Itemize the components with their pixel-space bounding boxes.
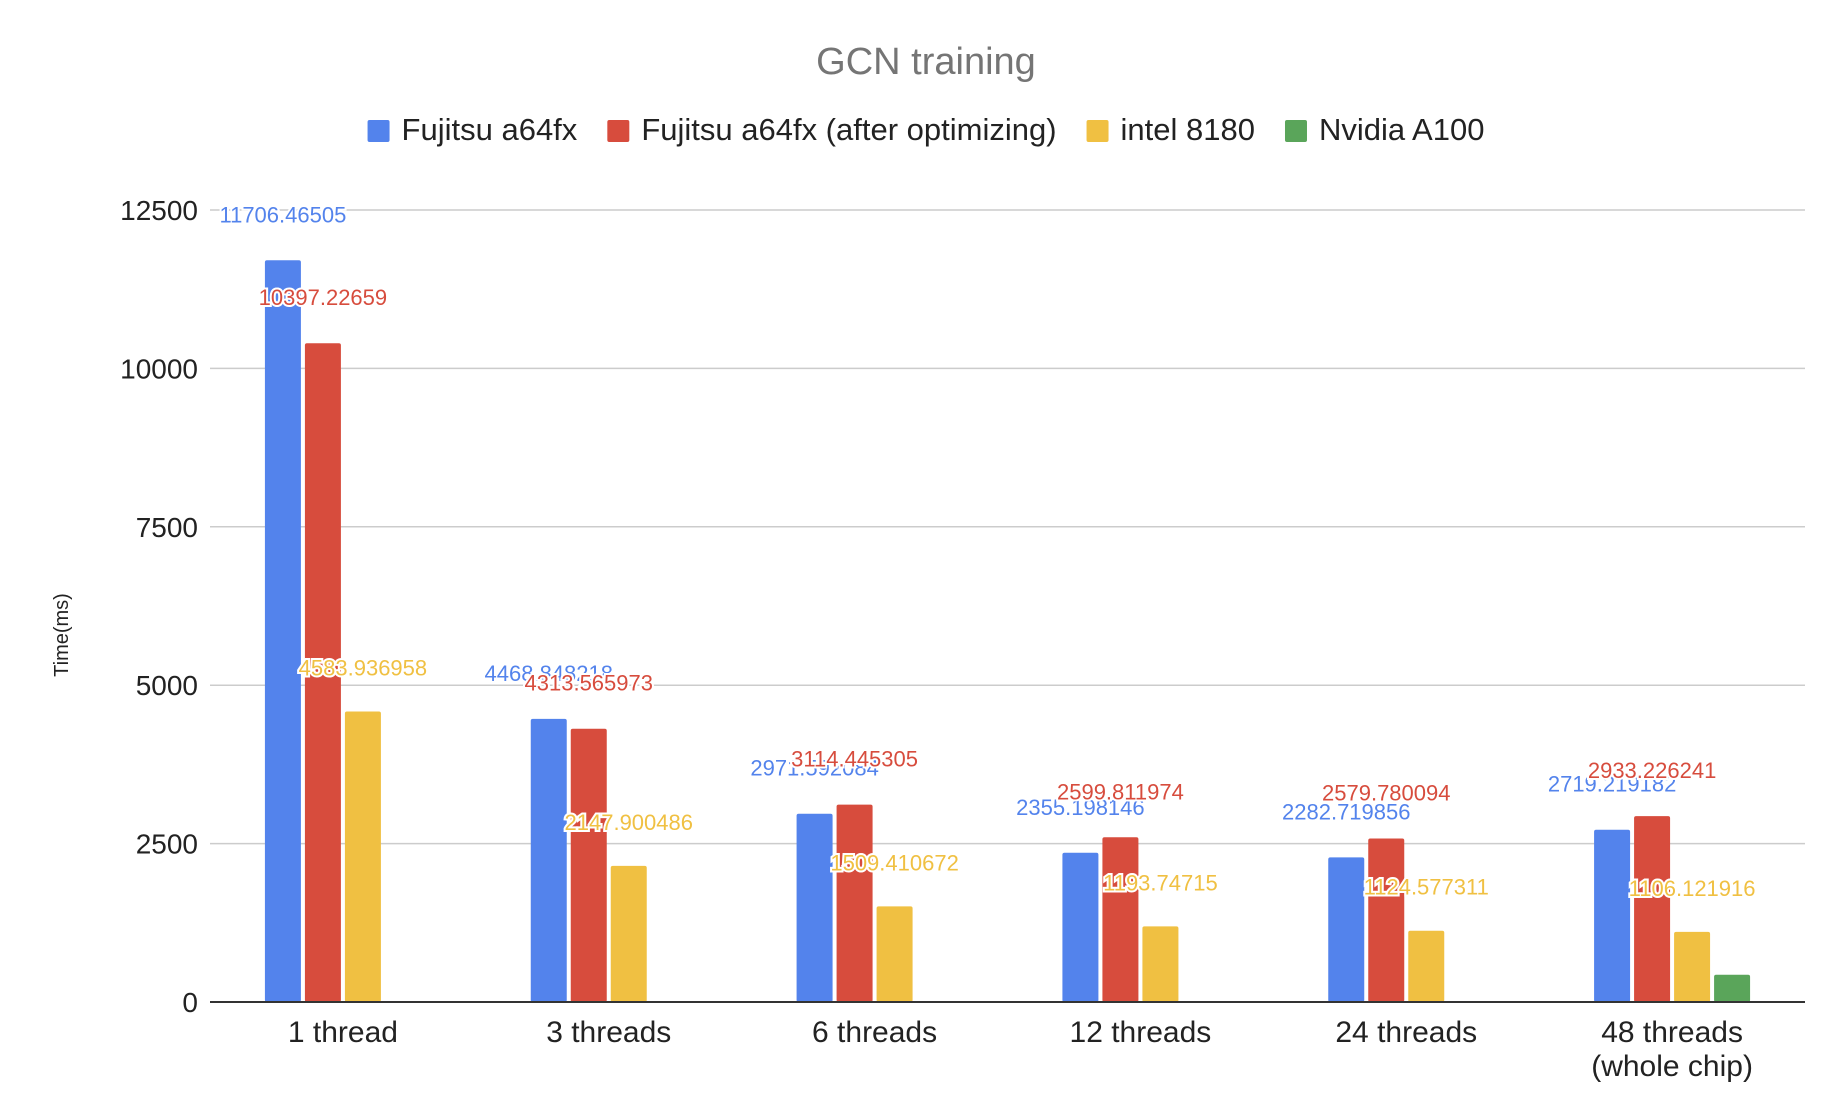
bar-fujitsu-a64fx-after-optimizing (836, 804, 873, 1002)
y-tick-label: 5000 (136, 670, 198, 701)
legend-swatch (1086, 120, 1109, 142)
data-label: 2719.219182 (1548, 772, 1676, 797)
data-label: 2282.719856 (1282, 799, 1410, 824)
data-label: 11706.46505 (219, 202, 346, 227)
legend-item: Fujitsu a64fx (367, 112, 578, 147)
legend-item: Nvidia A100 (1284, 112, 1484, 147)
bar-fujitsu-a64fx (264, 260, 301, 1002)
data-label: 10397.22659 (259, 285, 387, 310)
bar-intel-8180 (344, 711, 381, 1002)
legend-swatch (607, 120, 630, 142)
gridlines (210, 209, 1805, 845)
legend-label: Nvidia A100 (1319, 112, 1484, 147)
chart-title: GCN training (816, 41, 1036, 83)
bar-fujitsu-a64fx (530, 718, 567, 1002)
bar-fujitsu-a64fx (1062, 852, 1099, 1002)
y-tick-label: 7500 (136, 512, 198, 543)
y-tick-label: 10000 (120, 353, 198, 384)
x-category-label: 3 threads (546, 1016, 671, 1049)
x-category-label: 12 threads (1070, 1016, 1212, 1049)
y-tick-label: 12500 (120, 195, 198, 226)
legend-label: intel 8180 (1121, 112, 1255, 147)
bar-intel-8180 (610, 865, 647, 1002)
bar-fujitsu-a64fx-after-optimizing (1634, 816, 1671, 1002)
bar-fujitsu-a64fx (1594, 829, 1631, 1002)
data-labels: 11706.46505 10397.22659 4583.936958 4468.84… (217, 200, 1757, 903)
x-axis-categories: 1 thread 3 threads 6 threads 12 threads 24 t… (288, 1016, 1753, 1083)
data-label: 2599.811974 (1057, 779, 1184, 804)
data-label: 1106.121916 (1629, 876, 1756, 901)
legend-item: Fujitsu a64fx (after optimizing) (607, 112, 1057, 147)
bars (264, 260, 1751, 1003)
bar-fujitsu-a64fx-after-optimizing (1368, 838, 1405, 1002)
data-label: 4468.848218 (485, 661, 613, 686)
data-label: 2579.780094 (1322, 781, 1450, 806)
bar-intel-8180 (1408, 930, 1445, 1002)
data-label: 2971.592084 (750, 756, 878, 781)
x-category-label: 6 threads (812, 1016, 937, 1049)
y-tick-label: 2500 (136, 829, 198, 860)
bar-fujitsu-a64fx-after-optimizing (1102, 837, 1139, 1002)
data-label: 3114.445305 (791, 747, 918, 772)
legend-swatch (367, 120, 390, 142)
legend-label: Fujitsu a64fx (402, 112, 578, 147)
x-category-label: 1 thread (288, 1016, 398, 1049)
data-label: 4583.936958 (299, 656, 427, 681)
data-label: 1509.410672 (830, 850, 958, 875)
y-axis-ticks: 0 2500 5000 7500 10000 12500 (120, 195, 198, 1018)
bar-fujitsu-a64fx (796, 813, 833, 1002)
bar-fujitsu-a64fx (1328, 857, 1365, 1002)
bar-fujitsu-a64fx-after-optimizing (570, 728, 607, 1002)
data-label: 2355.198146 (1016, 795, 1144, 820)
y-tick-label: 0 (182, 987, 198, 1018)
data-label: 2147.900486 (565, 810, 693, 835)
legend-item: intel 8180 (1086, 112, 1255, 147)
data-label: 1124.577311 (1364, 875, 1489, 900)
legend-label: Fujitsu a64fx (after optimizing) (641, 112, 1056, 147)
bar-intel-8180 (1674, 931, 1711, 1002)
data-label: 4313.565973 (525, 671, 653, 696)
x-category-label: 48 threads (whole chip) (1591, 1016, 1753, 1083)
y-axis-label: Time(ms) (51, 593, 73, 677)
bar-nvidia-a100 (1714, 974, 1751, 1002)
bar-intel-8180 (876, 906, 913, 1002)
legend-swatch (1284, 120, 1307, 142)
legend: Fujitsu a64fx Fujitsu a64fx (after optimi… (367, 112, 1484, 147)
x-category-label: 24 threads (1335, 1016, 1477, 1049)
bar-fujitsu-a64fx-after-optimizing (304, 343, 341, 1003)
bar-intel-8180 (1142, 926, 1179, 1002)
data-label: 1193.74715 (1103, 870, 1218, 895)
data-label: 2933.226241 (1588, 758, 1716, 783)
